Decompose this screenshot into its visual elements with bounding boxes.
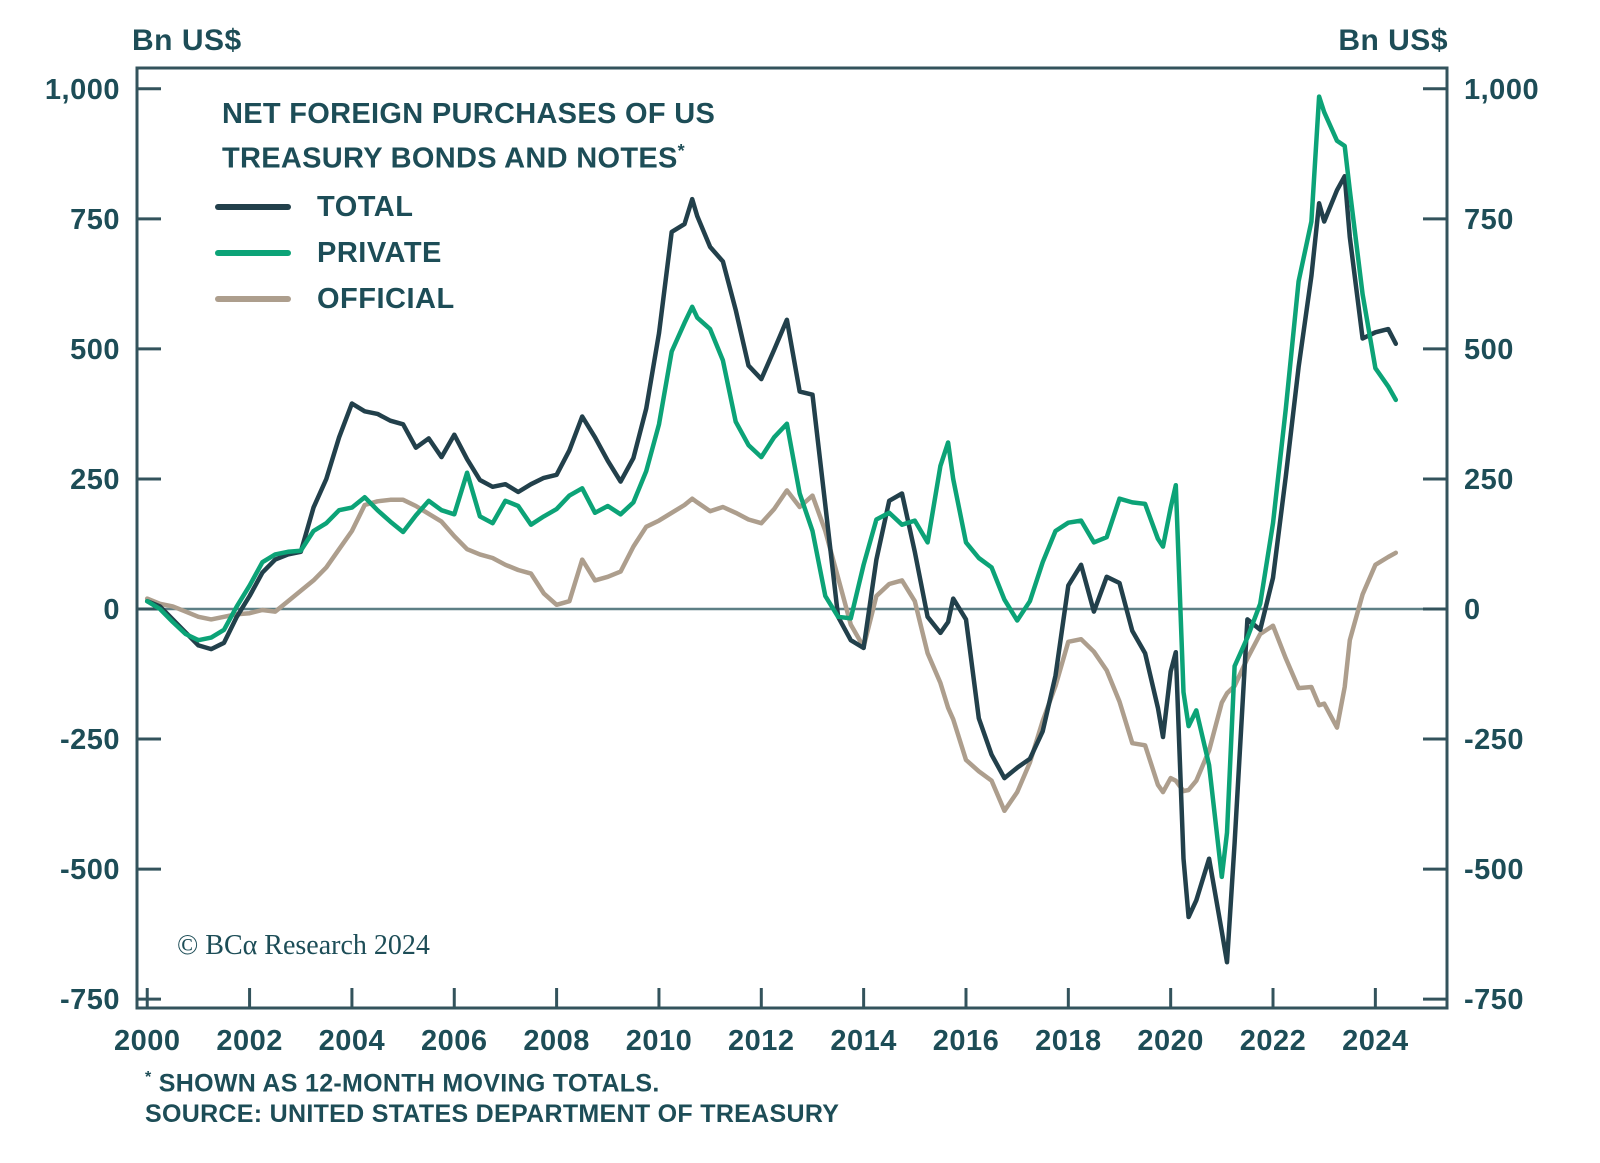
legend-label-private: PRIVATE [317, 236, 442, 269]
y-axis-unit-right: Bn US$ [1338, 24, 1448, 57]
chart-title-line1: NET FOREIGN PURCHASES OF US [222, 98, 716, 130]
copyright-watermark: © BCα Research 2024 [177, 930, 430, 961]
footnote-source: SOURCE: UNITED STATES DEPARTMENT OF TREA… [145, 1100, 840, 1129]
legend-label-official: OFFICIAL [317, 282, 455, 315]
chart-title-line2: TREASURY BONDS AND NOTES* [222, 141, 685, 175]
x-tick-label: 2002 [216, 1025, 283, 1057]
y-tick-label-right: 1,000 [1464, 74, 1539, 106]
y-tick-label-right: 0 [1464, 594, 1481, 626]
legend-swatch-official [215, 296, 291, 302]
x-tick-label: 2008 [523, 1025, 590, 1057]
legend-item-official: OFFICIAL [215, 276, 455, 322]
y-tick-label-left: 1,000 [45, 74, 120, 106]
y-tick-label-left: -500 [60, 854, 120, 886]
title-footnote-marker: * [677, 141, 685, 161]
y-tick-label-right: 500 [1464, 334, 1514, 366]
y-tick-label-left: 750 [70, 204, 120, 236]
x-tick-label: 2020 [1137, 1025, 1204, 1057]
legend: TOTAL PRIVATE OFFICIAL [215, 184, 455, 322]
legend-item-total: TOTAL [215, 184, 455, 230]
y-tick-label-left: -750 [60, 984, 120, 1016]
y-tick-label-right: -500 [1464, 854, 1524, 886]
y-axis-unit-left: Bn US$ [132, 24, 242, 57]
x-tick-label: 2006 [421, 1025, 488, 1057]
legend-label-total: TOTAL [317, 190, 414, 223]
series-line-official [144, 488, 1399, 814]
y-tick-label-right: -250 [1464, 724, 1524, 756]
x-tick-label: 2010 [626, 1025, 693, 1057]
footnote-moving-totals: * SHOWN AS 12-MONTH MOVING TOTALS. [145, 1069, 660, 1098]
footnote-marker: * [145, 1069, 152, 1086]
series-line-total [144, 173, 1399, 965]
legend-swatch-private [215, 250, 291, 256]
y-tick-label-right: -750 [1464, 984, 1524, 1016]
y-tick-label-left: -250 [60, 724, 120, 756]
y-tick-label-right: 750 [1464, 204, 1514, 236]
chart-title: NET FOREIGN PURCHASES OF US TREASURY BON… [222, 96, 715, 178]
legend-item-private: PRIVATE [215, 230, 455, 276]
footnotes: * SHOWN AS 12-MONTH MOVING TOTALS. SOURC… [145, 1062, 839, 1130]
x-tick-label: 2016 [933, 1025, 1000, 1057]
x-tick-label: 2018 [1035, 1025, 1102, 1057]
legend-swatch-total [215, 204, 291, 210]
x-tick-label: 2014 [830, 1025, 897, 1057]
x-tick-label: 2004 [319, 1025, 386, 1057]
series-line-private [144, 94, 1399, 880]
x-tick-label: 2024 [1342, 1025, 1409, 1057]
x-tick-label: 2012 [728, 1025, 795, 1057]
y-tick-label-left: 250 [70, 464, 120, 496]
x-tick-label: 2000 [114, 1025, 181, 1057]
y-tick-label-left: 0 [103, 594, 120, 626]
x-tick-label: 2022 [1240, 1025, 1307, 1057]
y-tick-label-left: 500 [70, 334, 120, 366]
y-tick-label-right: 250 [1464, 464, 1514, 496]
